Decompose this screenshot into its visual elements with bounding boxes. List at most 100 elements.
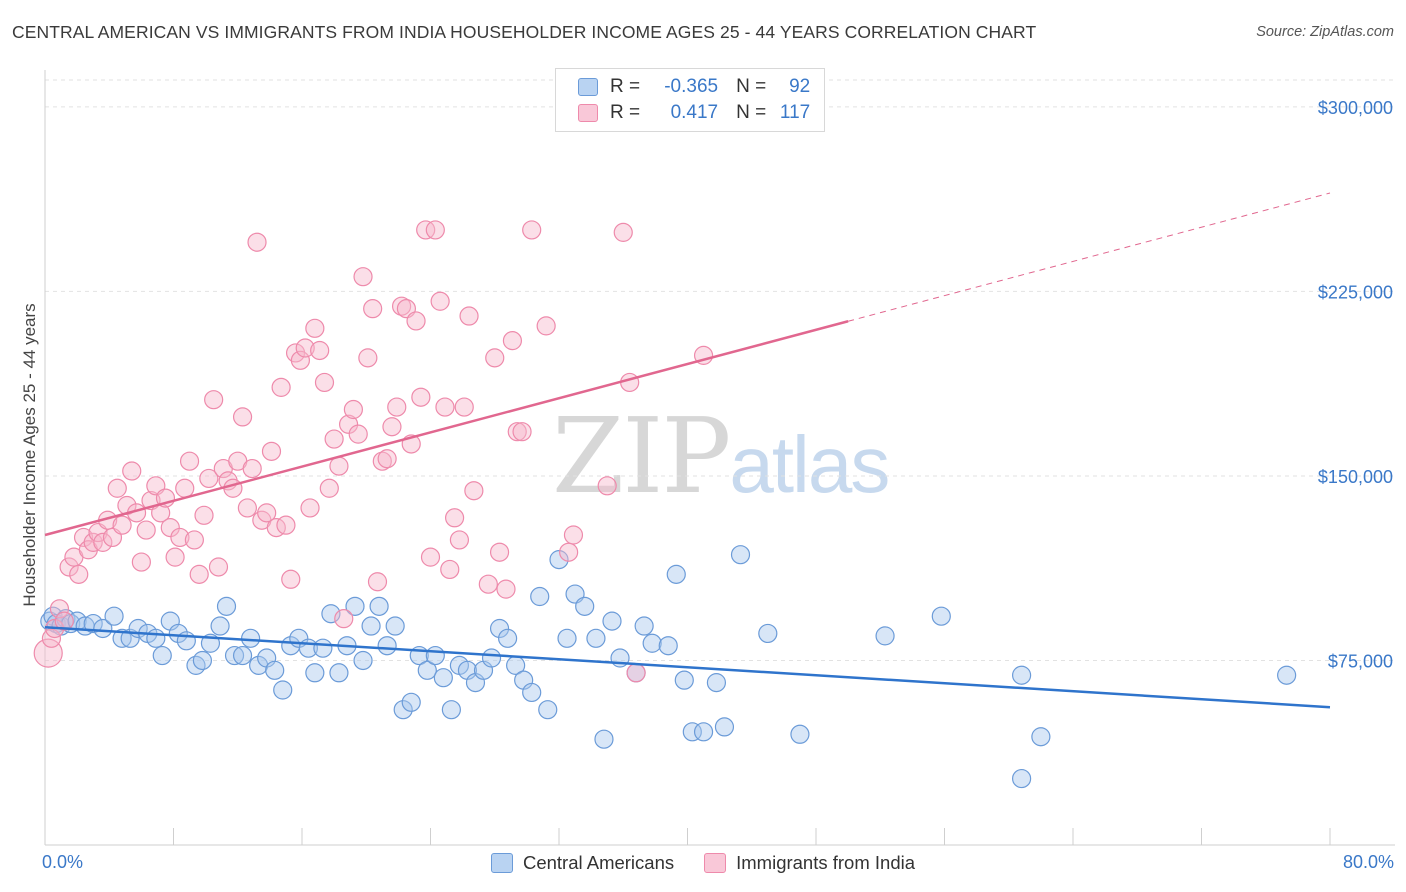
data-point <box>666 564 686 584</box>
data-point <box>338 414 359 434</box>
legend-row-india: R = 0.417 N = 117 <box>578 101 810 125</box>
data-point <box>693 722 714 742</box>
data-point <box>425 645 445 666</box>
y-tick-label: $150,000 <box>1318 467 1393 487</box>
data-point <box>507 422 527 442</box>
data-point <box>204 390 224 410</box>
data-point <box>406 311 426 331</box>
pink-swatch <box>704 853 727 873</box>
data-point <box>449 530 470 550</box>
data-point <box>377 449 397 469</box>
watermark-atlas: atlas <box>729 420 890 509</box>
data-point <box>265 660 285 680</box>
data-point <box>59 557 79 577</box>
data-point <box>179 451 200 471</box>
series-legend: Central Americans Immigrants from India <box>0 852 1406 874</box>
y-tick-label: $300,000 <box>1318 98 1393 118</box>
legend-n-value: 117 <box>779 102 811 123</box>
data-point <box>620 372 640 393</box>
data-point <box>146 628 166 648</box>
data-point <box>208 557 229 577</box>
data-point <box>210 616 230 636</box>
data-point <box>420 547 441 567</box>
data-point <box>385 616 405 636</box>
data-point <box>310 340 330 361</box>
watermark-zip: ZIP <box>552 395 731 517</box>
data-point <box>160 518 180 538</box>
data-point <box>485 348 505 368</box>
data-point <box>271 377 291 397</box>
data-point <box>276 515 296 535</box>
data-point <box>430 291 450 311</box>
data-point <box>597 476 617 496</box>
x-tick-label-max: 80.0% <box>1342 852 1394 872</box>
data-point <box>642 633 662 653</box>
data-point <box>522 682 542 703</box>
data-point <box>122 461 142 481</box>
trend-lines <box>44 192 1331 709</box>
legend-r-label: R = <box>610 102 641 123</box>
data-point <box>658 636 678 656</box>
legend-item-central-americans[interactable]: Central Americans <box>490 852 675 874</box>
legend-row-central-americans: R = -0.365 N = 92 <box>578 75 810 99</box>
legend-n-label: N = <box>736 76 767 97</box>
data-point <box>329 663 349 683</box>
data-point <box>273 680 293 700</box>
data-point <box>563 525 584 545</box>
data-point <box>1011 665 1032 685</box>
data-point <box>189 564 209 584</box>
data-point <box>489 542 510 562</box>
data-point <box>261 441 282 461</box>
data-point <box>112 628 132 648</box>
data-point <box>131 552 151 572</box>
data-point <box>433 668 453 688</box>
data-point <box>393 700 413 720</box>
india-trend-extension <box>847 192 1331 322</box>
data-point <box>93 532 113 552</box>
legend-label: Central Americans <box>522 852 675 873</box>
data-point <box>348 424 368 444</box>
blue-swatch <box>578 78 598 96</box>
central-americans-trend-line <box>44 626 1331 709</box>
data-point <box>369 596 389 616</box>
data-point <box>790 724 810 744</box>
data-point <box>353 267 373 287</box>
legend-r-value: -0.365 <box>664 76 719 97</box>
data-point <box>549 550 569 570</box>
data-point <box>216 596 237 616</box>
data-point <box>168 623 188 644</box>
correlation-legend: R = -0.365 N = 92 R = 0.417 N = 117 <box>555 68 825 132</box>
data-point <box>489 618 510 639</box>
data-point <box>481 648 502 668</box>
data-point <box>223 478 243 498</box>
data-point <box>73 527 94 548</box>
data-point <box>170 527 190 548</box>
india-immigrants-points <box>33 220 714 683</box>
data-point <box>363 299 383 319</box>
data-point <box>314 372 335 393</box>
legend-item-india[interactable]: Immigrants from India <box>704 852 915 874</box>
y-tick-labels: $75,000 $150,000 $225,000 $300,000 <box>1318 98 1393 672</box>
data-point <box>329 456 349 476</box>
data-point <box>536 316 556 336</box>
data-point <box>382 417 402 437</box>
legend-r-label: R = <box>610 76 641 97</box>
data-point <box>1277 665 1297 685</box>
data-point <box>367 572 388 592</box>
watermark: ZIPatlas <box>552 395 890 517</box>
data-point <box>594 729 614 749</box>
data-point <box>295 338 315 358</box>
data-point <box>730 545 751 565</box>
data-point <box>152 645 172 666</box>
y-tick-label: $225,000 <box>1318 282 1393 302</box>
data-point <box>1011 768 1032 789</box>
data-point <box>324 429 344 449</box>
data-point <box>83 613 103 634</box>
x-tick-label-min: 0.0% <box>42 852 84 872</box>
axes <box>44 70 1395 846</box>
data-point <box>401 692 421 712</box>
data-point <box>232 645 253 666</box>
data-point <box>502 331 523 351</box>
data-point <box>305 318 325 338</box>
